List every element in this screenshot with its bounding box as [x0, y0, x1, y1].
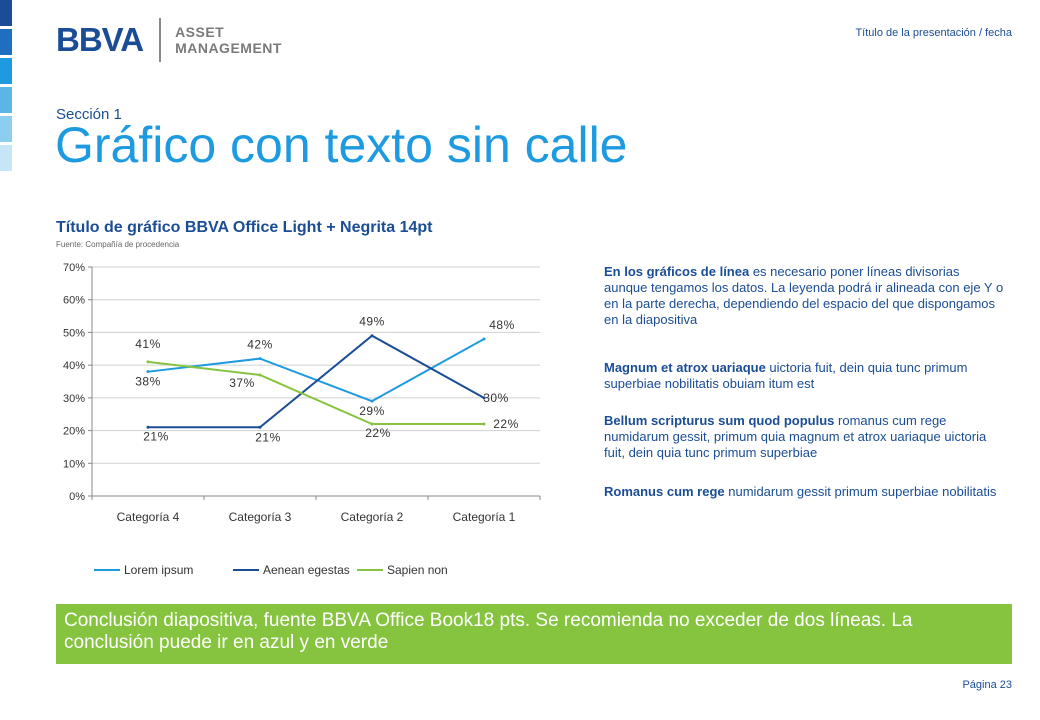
paragraph-body: numidarum gessit primum superbiae nobili…: [724, 484, 997, 499]
data-point: [370, 334, 374, 338]
data-label: 21%: [255, 430, 281, 444]
side-stripe: [0, 0, 12, 26]
data-label: 42%: [247, 338, 273, 352]
legend-swatch: [94, 569, 120, 571]
bbva-asset-management-logo: BBVA ASSET MANAGEMENT: [56, 18, 282, 62]
data-label: 22%: [493, 417, 519, 431]
data-label: 29%: [359, 404, 385, 418]
x-tick-label: Categoría 2: [341, 510, 404, 524]
y-tick-label: 70%: [63, 262, 85, 274]
x-tick-label: Categoría 1: [453, 510, 516, 524]
series-line: [148, 334, 485, 429]
data-label: 41%: [135, 337, 161, 351]
page-number: Página 23: [962, 679, 1012, 691]
y-tick-label: 30%: [63, 393, 85, 405]
data-point: [146, 425, 150, 429]
y-tick-label: 60%: [63, 295, 85, 307]
legend-item: Aenean egestas: [233, 563, 350, 577]
side-stripe: [0, 87, 12, 113]
data-point: [258, 373, 262, 377]
logo-divider: [159, 18, 162, 62]
side-color-stripes: [0, 0, 12, 174]
data-label: 21%: [143, 429, 169, 443]
slide-title: Gráfico con texto sin calle: [55, 117, 628, 173]
data-label: 22%: [365, 426, 391, 440]
data-label: 49%: [359, 315, 385, 329]
data-point: [146, 360, 150, 364]
data-point: [482, 337, 486, 341]
data-point: [370, 399, 374, 403]
conclusion-box: Conclusión diapositiva, fuente BBVA Offi…: [56, 604, 1012, 664]
paragraph-body: es necesario poner líneas divisorias aun…: [604, 264, 1004, 327]
legend-swatch: [233, 569, 259, 571]
logo-subtitle-line1: ASSET: [175, 24, 225, 40]
legend-label: Sapien non: [387, 563, 448, 577]
side-stripe: [0, 145, 12, 171]
logo-brand: BBVA: [56, 21, 144, 58]
data-point: [258, 357, 262, 361]
data-label: 37%: [229, 376, 255, 390]
series-line: [147, 338, 485, 403]
data-label: 48%: [489, 318, 515, 332]
data-label: 38%: [135, 375, 161, 389]
logo-subtitle: ASSET MANAGEMENT: [175, 24, 282, 56]
paragraph-lead: Romanus cum rege: [604, 484, 725, 499]
series-line: [147, 360, 484, 426]
data-label: 30%: [483, 391, 509, 405]
legend-item: Sapien non: [357, 563, 448, 577]
x-tick-label: Categoría 4: [117, 510, 180, 524]
logo-subtitle-line2: MANAGEMENT: [175, 40, 282, 56]
paragraph-lead: Bellum scripturus sum quod populus: [604, 413, 835, 428]
text-paragraph: Romanus cum rege numidarum gessit primum…: [604, 484, 1004, 500]
paragraph-body: romanus cum rege numidarum gessit, primu…: [604, 413, 987, 460]
paragraph-lead: En los gráficos de línea: [604, 264, 750, 279]
chart-heading: Título de gráfico BBVA Office Light + Ne…: [56, 219, 433, 236]
text-paragraph: En los gráficos de línea es necesario po…: [604, 264, 1004, 328]
chart-source: Fuente: Compañía de procedencia: [56, 240, 180, 249]
line-chart: 70% 60% 50% 40% 30% 20% 10% 0% Categoría 4 Catego…: [63, 262, 541, 524]
paragraph-lead: Magnum et atrox uariaque: [604, 360, 766, 375]
data-point: [146, 370, 150, 374]
data-point: [370, 422, 374, 426]
side-stripe: [0, 29, 12, 55]
legend-item: Lorem ipsum: [94, 563, 193, 577]
y-tick-label: 50%: [63, 327, 85, 339]
y-tick-label: 10%: [63, 458, 85, 470]
legend-label: Aenean egestas: [263, 563, 350, 577]
legend-label: Lorem ipsum: [124, 563, 194, 577]
x-tick-label: Categoría 3: [229, 510, 292, 524]
legend-swatch: [357, 569, 383, 571]
y-tick-label: 20%: [63, 426, 85, 438]
text-paragraph: Magnum et atrox uariaque uictoria fuit, …: [604, 360, 1004, 392]
data-point: [482, 422, 486, 426]
paragraph-body: uictoria fuit, dein quia tunc primum sup…: [604, 360, 968, 391]
side-stripe: [0, 116, 12, 142]
data-point: [258, 425, 262, 429]
data-point: [482, 396, 486, 400]
y-tick-label: 40%: [63, 360, 85, 372]
text-paragraph: Bellum scripturus sum quod populus roman…: [604, 413, 1004, 461]
presentation-title: Título de la presentación / fecha: [855, 27, 1012, 39]
y-tick-label: 0%: [69, 491, 85, 503]
section-label: Sección 1: [56, 106, 122, 123]
side-stripe: [0, 58, 12, 84]
